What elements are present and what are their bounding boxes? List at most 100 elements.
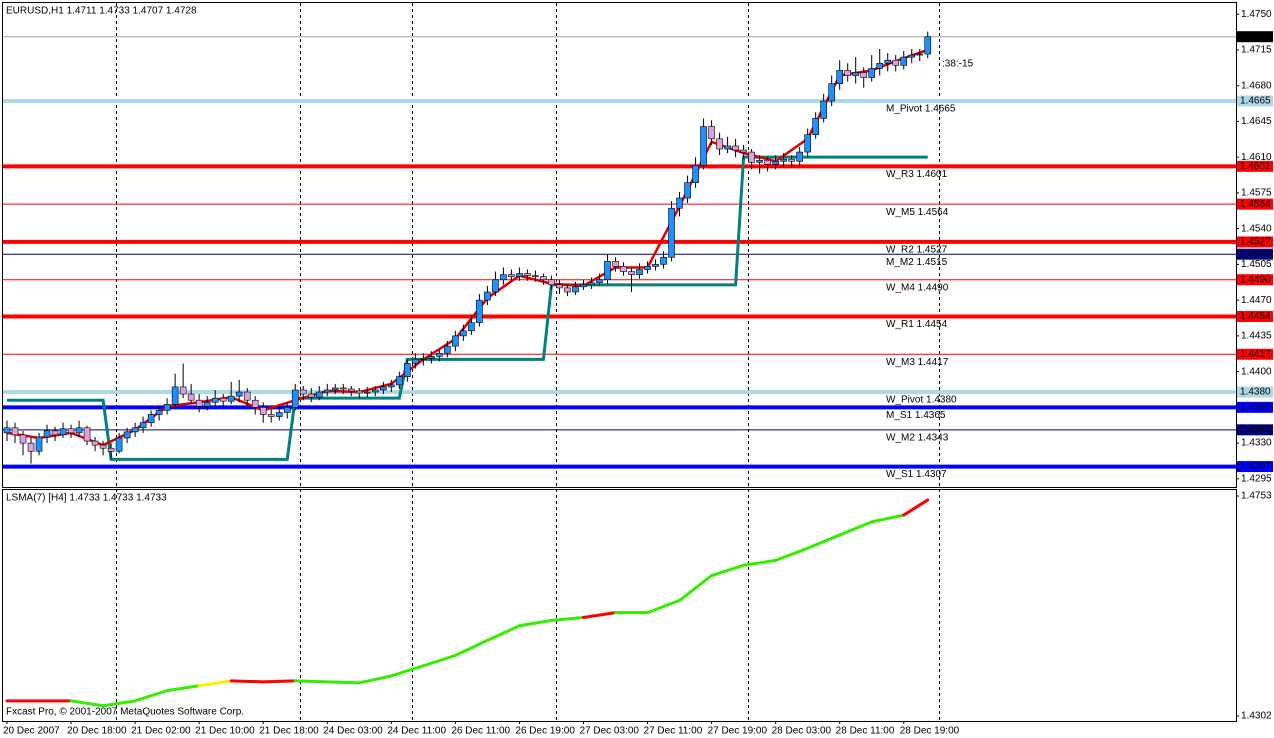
- lsma-segment: [325, 680, 361, 685]
- candle-body: [540, 276, 547, 281]
- lsma-segment: [133, 689, 169, 703]
- candle-body: [780, 158, 787, 162]
- price-tag: 1.4365: [1240, 402, 1271, 413]
- candle-body: [580, 284, 587, 288]
- candle-body: [788, 158, 795, 162]
- candle-body: [724, 145, 731, 150]
- candle-body: [67, 428, 75, 434]
- candle-body: [428, 355, 435, 359]
- candle-body: [508, 274, 515, 277]
- candle-body: [924, 36, 932, 55]
- candle-body: [452, 335, 459, 347]
- y-tick-label: 1.4715: [1241, 45, 1272, 56]
- lsma-segment: [261, 679, 297, 684]
- y-tick-label: 1.4540: [1241, 223, 1272, 234]
- candle-body: [412, 359, 419, 364]
- y-tick-label: 1.4330: [1241, 438, 1272, 449]
- y-tick-label: 1.4645: [1241, 116, 1272, 127]
- price-tag: 1.4527: [1240, 237, 1271, 248]
- candle-body: [436, 352, 443, 357]
- lsma-segment: [357, 674, 393, 685]
- x-tick-label: 20 Dec 2007: [3, 726, 60, 737]
- level-label: W_M2 1.4343: [886, 432, 949, 443]
- lsma-segment: [421, 654, 457, 668]
- candle-body: [59, 428, 67, 436]
- candle-body: [331, 387, 339, 391]
- candle-body: [251, 399, 259, 408]
- candle-body: [291, 389, 299, 408]
- candle-body: [420, 358, 427, 360]
- candle-body: [139, 422, 147, 429]
- price-tag-bg: [1237, 386, 1273, 398]
- candle-body: [227, 395, 235, 402]
- candle-body: [307, 393, 315, 398]
- candle-body: [684, 182, 691, 199]
- candle-body: [644, 266, 651, 270]
- lsma-segment: [517, 618, 553, 628]
- candle-body: [235, 391, 243, 397]
- candle-body: [27, 442, 35, 452]
- candle-body: [315, 391, 323, 398]
- candle-body: [572, 286, 579, 293]
- candle-body: [163, 403, 171, 411]
- level-label: W_R3 1.4601: [886, 169, 948, 180]
- candle-body: [275, 412, 283, 417]
- candle-body: [372, 389, 379, 393]
- lsma-segment: [485, 624, 521, 642]
- lsma-segment: [453, 638, 489, 658]
- panel-title: LSMA(7) [H4] 1.4733 1.4733 1.4733: [6, 493, 167, 504]
- panel-title: EURUSD,H1 1.4711 1.4733 1.4707 1.4728: [6, 6, 197, 17]
- candle-body: [908, 54, 916, 58]
- candle-body: [187, 393, 195, 401]
- price-tag-bg: [1237, 348, 1273, 360]
- level-label: M_Pivot 1.4665: [886, 104, 956, 115]
- candle-body: [19, 434, 27, 444]
- candle-body: [812, 118, 819, 136]
- x-tick-label: 26 Dec 19:00: [515, 726, 575, 737]
- x-tick-label: 27 Dec 03:00: [579, 726, 639, 737]
- lsma-segment: [389, 664, 425, 678]
- candle-body: [460, 330, 467, 337]
- candle-body: [347, 388, 355, 392]
- candle-body: [476, 299, 483, 323]
- y-tick-label: 1.4610: [1241, 152, 1272, 163]
- candle-body: [692, 165, 699, 184]
- lsma-segment: [581, 611, 617, 619]
- price-tag-bg: [1237, 461, 1273, 473]
- candle-body: [147, 414, 155, 423]
- candle-body: [756, 159, 763, 163]
- main-panel: [2, 2, 1237, 488]
- x-tick-label: 21 Dec 02:00: [131, 726, 191, 737]
- candle-body: [388, 384, 395, 388]
- candle-body: [43, 430, 51, 438]
- candle-body: [203, 401, 211, 407]
- candle-body: [900, 56, 908, 66]
- candle-body: [916, 53, 924, 56]
- lsma-segment: [165, 684, 201, 693]
- candle-body: [179, 386, 187, 395]
- lsma-segment: [293, 679, 329, 684]
- candle-body: [564, 287, 571, 293]
- candle-body: [283, 407, 291, 413]
- lsma-segment: [774, 546, 810, 562]
- y-tick-label: 1.4505: [1241, 259, 1272, 270]
- candle-body: [820, 100, 827, 119]
- candle-body: [876, 62, 884, 69]
- level-label: W_R1 1.4454: [886, 319, 948, 330]
- lsma-segment: [229, 679, 265, 684]
- price-tag-bg: [1237, 31, 1273, 43]
- x-tick-label: 28 Dec 19:00: [900, 726, 960, 737]
- y-tick-label: 1.4753: [1241, 491, 1272, 502]
- candle-body: [11, 427, 19, 436]
- price-tag-bg: [1237, 310, 1273, 322]
- candle-body: [700, 126, 707, 166]
- candle-body: [532, 275, 539, 277]
- level-label: W_M3 1.4417: [886, 357, 949, 368]
- candle-body: [91, 440, 99, 446]
- candle-body: [107, 447, 115, 452]
- candle-body: [75, 427, 83, 434]
- price-tag: 1.4380: [1240, 387, 1271, 398]
- y-tick-label: 1.4470: [1241, 295, 1272, 306]
- lsma-segment: [646, 598, 682, 615]
- lsma-segment: [197, 679, 233, 688]
